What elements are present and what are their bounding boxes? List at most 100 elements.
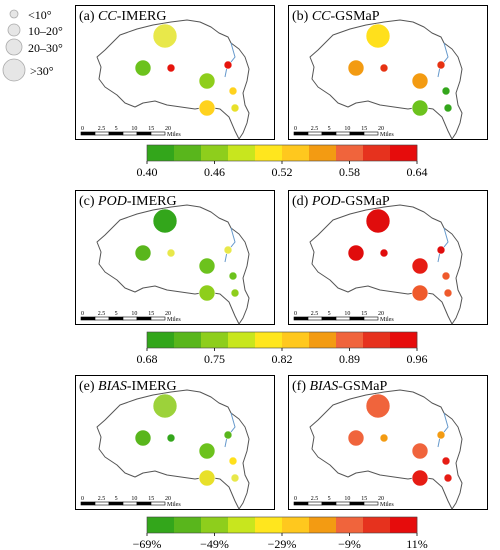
colorbar-swatch xyxy=(282,332,310,348)
scale-segment xyxy=(321,316,337,321)
scale-segment xyxy=(122,316,138,321)
scale-tick-label: 2.5 xyxy=(311,126,319,132)
panel-metric: CC xyxy=(98,9,117,24)
colorbar-swatch xyxy=(309,145,337,161)
scale-segment xyxy=(94,131,110,136)
station-marker xyxy=(198,442,216,460)
panel-frame xyxy=(288,5,488,140)
scale-segment xyxy=(321,131,337,136)
colorbar-swatch xyxy=(336,517,364,533)
legend-label-xlarge: >30° xyxy=(30,64,54,78)
station-marker xyxy=(230,288,240,298)
station-marker xyxy=(436,245,446,255)
colorbars: 0.40 0.46 0.52 0.58 0.64 0.68 0.75 0.82 0.89 0.96… xyxy=(133,144,428,550)
station-marker xyxy=(134,59,152,77)
scale-unit: Miles xyxy=(380,132,394,138)
basin-outline xyxy=(309,389,463,510)
scale-segment xyxy=(136,316,152,321)
station-marker xyxy=(347,59,365,77)
scale-segment xyxy=(94,316,110,321)
station-marker xyxy=(347,429,365,447)
legend-label-medium: 10–20° xyxy=(28,24,63,38)
station-marker xyxy=(198,469,216,487)
panel-letter: (c) xyxy=(79,194,98,209)
scale-tick-label: 5 xyxy=(328,126,331,132)
colorbar-tick-label: −69% xyxy=(133,537,162,550)
scale-tick-label: 5 xyxy=(115,311,118,317)
station-marker xyxy=(379,248,389,258)
panel-product: -GSMaP xyxy=(338,379,387,394)
station-marker xyxy=(411,442,429,460)
station-marker xyxy=(441,456,451,466)
colorbar-swatch xyxy=(255,332,283,348)
scale-tick-label: 20 xyxy=(378,311,384,317)
scale-tick-label: 5 xyxy=(115,496,118,502)
colorbar-swatch xyxy=(228,332,256,348)
colorbar-swatch xyxy=(201,517,229,533)
station-marker xyxy=(365,208,391,234)
scale-tick-label: 5 xyxy=(328,311,331,317)
scale-segment xyxy=(321,501,337,506)
scale-segment xyxy=(363,501,379,506)
scale-segment xyxy=(335,501,351,506)
station-marker xyxy=(436,430,446,440)
colorbar-swatch xyxy=(147,145,175,161)
station-marker xyxy=(223,245,233,255)
panel-title: (e) BIAS-IMERG xyxy=(79,379,177,394)
scale-unit: Miles xyxy=(380,502,394,508)
basin-outline xyxy=(96,204,250,325)
scale-tick-label: 5 xyxy=(328,496,331,502)
colorbar-swatch xyxy=(228,517,256,533)
colorbar-swatch xyxy=(336,145,364,161)
panel-metric: BIAS xyxy=(310,379,339,394)
station-marker xyxy=(230,103,240,113)
station-marker xyxy=(365,393,391,419)
panel-title: (d) POD-GSMaP xyxy=(292,194,390,209)
colorbar-tick-label: 0.68 xyxy=(137,352,158,366)
scale-unit: Miles xyxy=(167,132,181,138)
legend-circle-small xyxy=(9,9,19,19)
scale-unit: Miles xyxy=(167,317,181,323)
colorbar-tick-label: 0.40 xyxy=(137,165,158,179)
panel-product: -IMERG xyxy=(127,379,177,394)
station-marker xyxy=(411,469,429,487)
colorbar-swatch xyxy=(390,517,418,533)
scale-tick-label: 2.5 xyxy=(311,496,319,502)
panel-letter: (f) xyxy=(292,379,310,394)
scale-segment xyxy=(349,316,365,321)
panel-letter: (d) xyxy=(292,194,312,209)
station-marker xyxy=(228,271,238,281)
panel-frame xyxy=(288,190,488,325)
colorbar-tick-label: −49% xyxy=(200,537,229,550)
scale-segment xyxy=(307,501,323,506)
station-marker xyxy=(230,473,240,483)
colorbar-tick-label: −9% xyxy=(338,537,361,550)
scale-segment xyxy=(335,316,351,321)
station-marker xyxy=(228,456,238,466)
scale-tick-label: 15 xyxy=(148,311,154,317)
station-marker xyxy=(436,60,446,70)
station-marker xyxy=(223,430,233,440)
scale-unit: Miles xyxy=(380,317,394,323)
scale-tick-label: 20 xyxy=(165,496,171,502)
legend-label-large: 20–30° xyxy=(28,41,63,55)
colorbar-swatch xyxy=(363,145,391,161)
scale-tick-label: 20 xyxy=(165,126,171,132)
colorbar-tick-label: 0.46 xyxy=(204,165,225,179)
colorbar-tick-label: 0.89 xyxy=(339,352,360,366)
panel-frame xyxy=(75,375,275,510)
colorbar-swatch xyxy=(336,332,364,348)
station-marker xyxy=(441,86,451,96)
station-marker xyxy=(228,86,238,96)
scale-segment xyxy=(293,501,309,506)
station-marker xyxy=(198,284,216,302)
station-marker xyxy=(166,248,176,258)
station-marker xyxy=(379,433,389,443)
panel-frame xyxy=(75,5,275,140)
scale-segment xyxy=(94,501,110,506)
